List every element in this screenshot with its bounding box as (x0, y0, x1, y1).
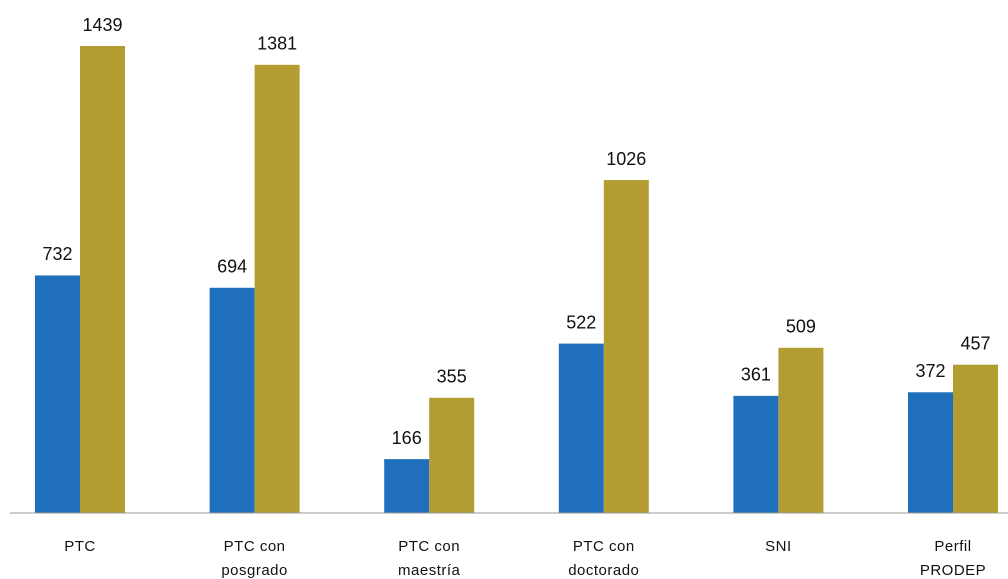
value-label: 509 (786, 317, 816, 337)
value-label: 361 (741, 365, 771, 385)
bar (429, 397, 475, 513)
bar (35, 275, 80, 513)
bar (209, 287, 255, 513)
bar (908, 392, 953, 513)
x-tick-label: PTC con (224, 538, 286, 555)
value-label: 166 (392, 428, 422, 448)
bar (953, 364, 998, 513)
value-label: 457 (960, 333, 990, 353)
value-label: 1026 (606, 149, 646, 169)
value-label: 1381 (257, 34, 297, 54)
x-tick-label: PTC con (398, 538, 460, 555)
x-tick-label: SNI (765, 538, 792, 555)
value-label: 732 (42, 244, 72, 264)
x-tick-label: Perfil (934, 538, 971, 555)
bar (80, 46, 125, 513)
x-tick-label: PTC (64, 538, 96, 555)
bar (778, 347, 824, 513)
value-label: 522 (566, 312, 596, 332)
bar (603, 180, 649, 514)
value-label: 694 (217, 257, 247, 277)
bar (733, 395, 779, 513)
x-tick-label: PRODEP (920, 562, 986, 579)
bar (254, 64, 300, 514)
value-label: 1439 (82, 15, 122, 35)
x-tick-label: doctorado (568, 562, 639, 579)
x-tick-label: maestría (398, 562, 461, 579)
x-tick-label: posgrado (221, 562, 288, 579)
value-label: 372 (915, 361, 945, 381)
value-label: 355 (437, 367, 467, 387)
bar (384, 459, 430, 513)
bar (558, 343, 604, 513)
x-tick-label: PTC con (573, 538, 635, 555)
